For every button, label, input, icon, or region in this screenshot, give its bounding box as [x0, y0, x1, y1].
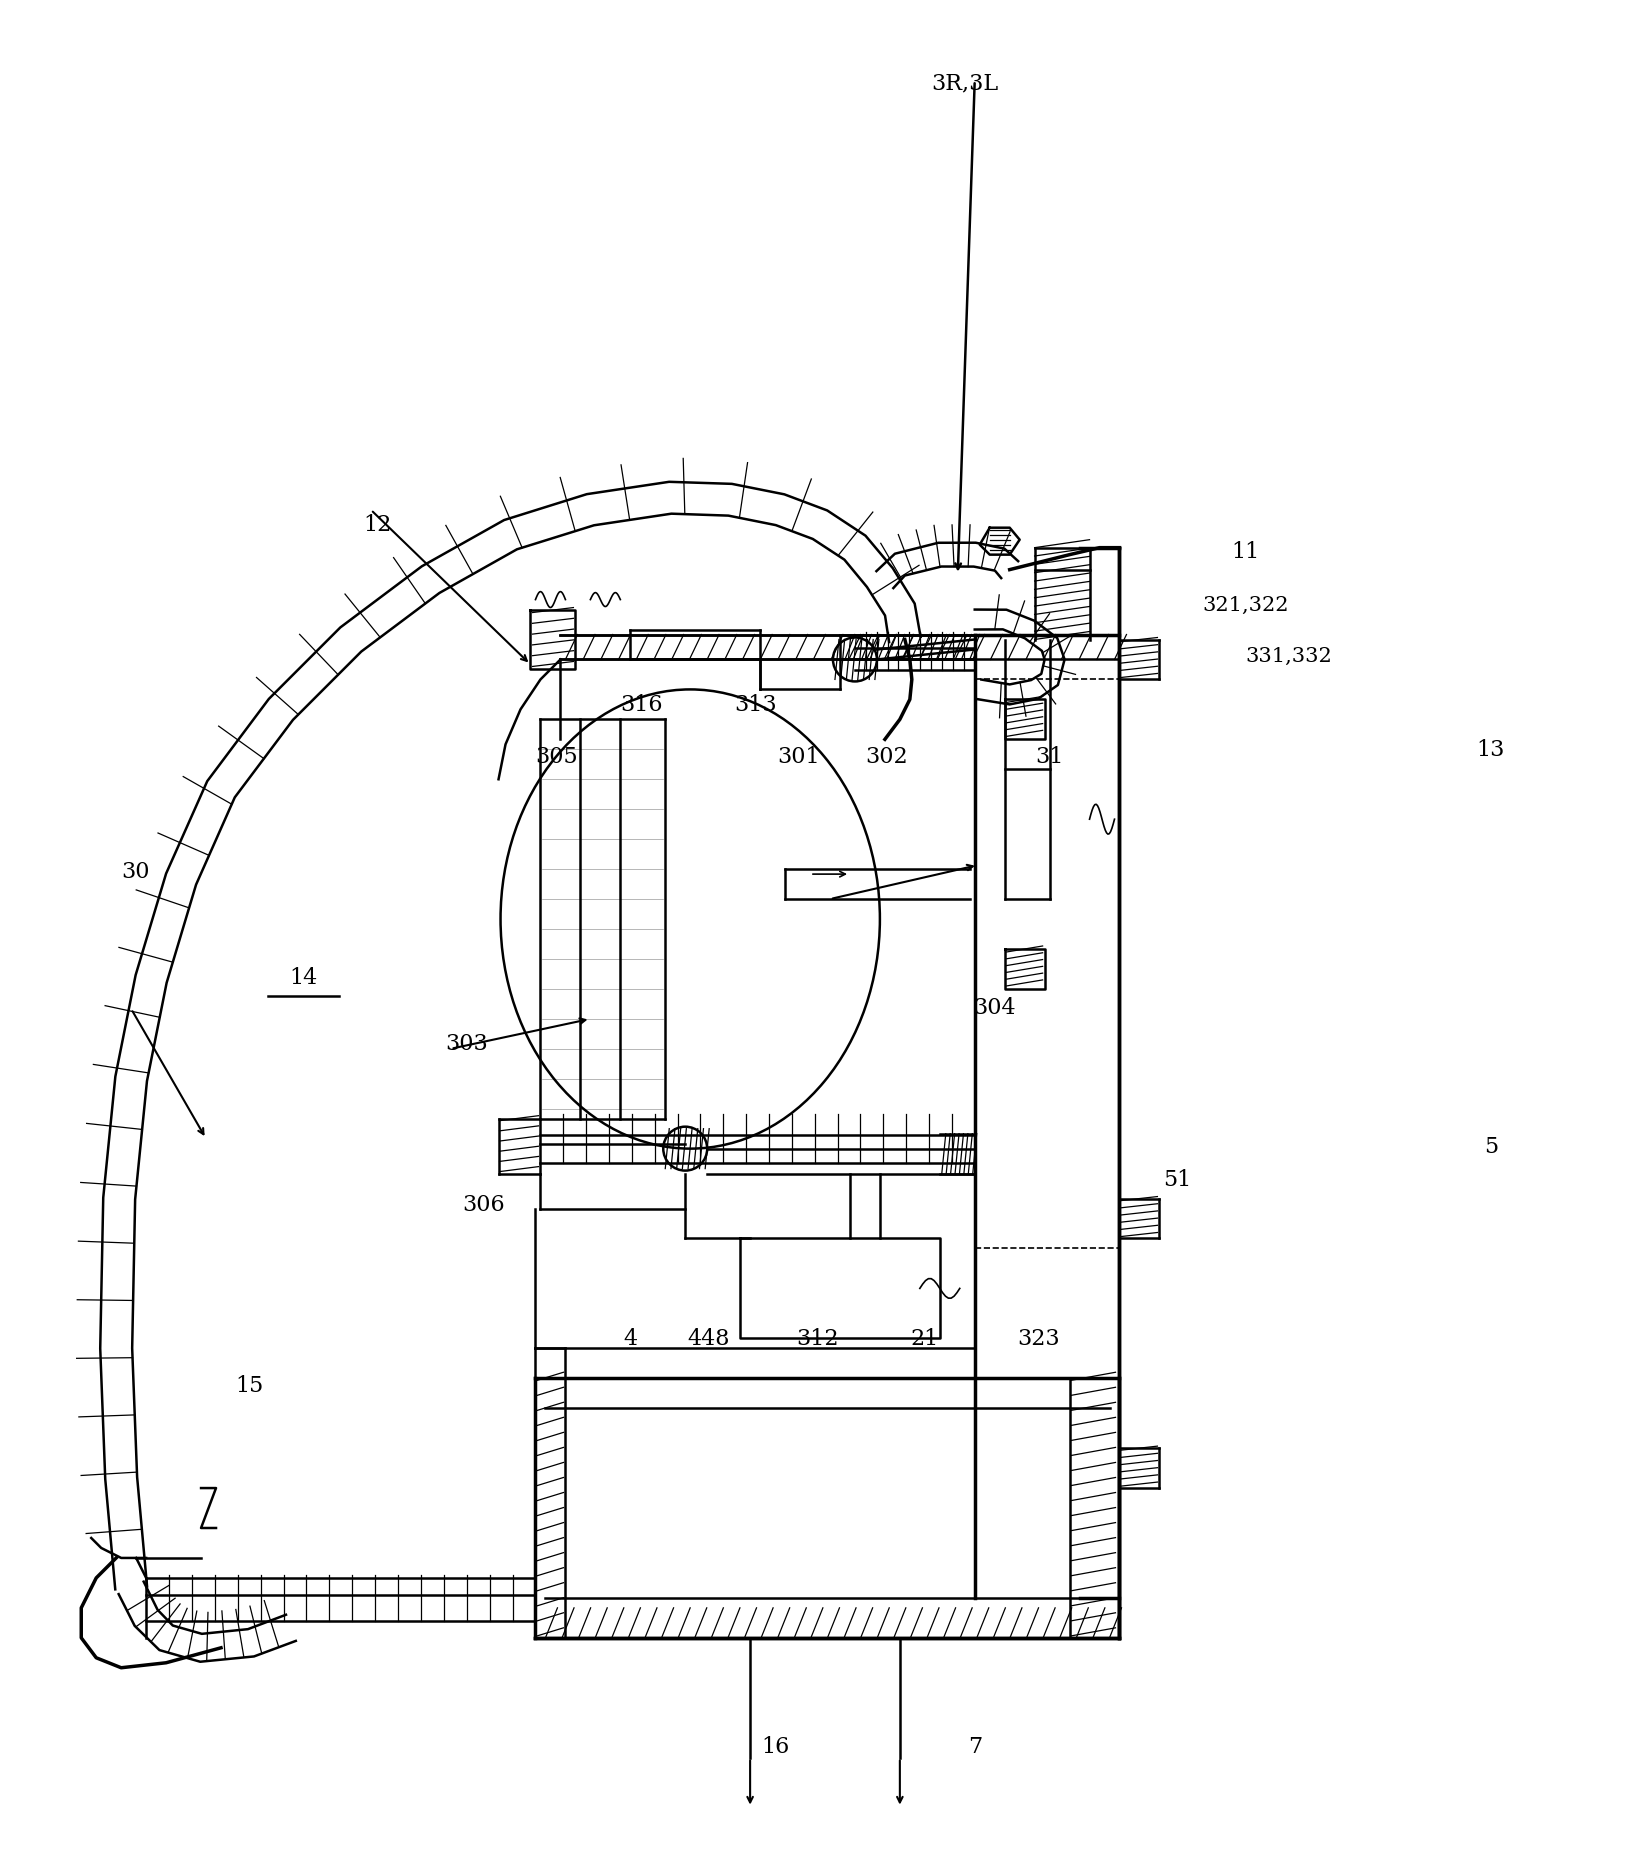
Text: 21: 21: [910, 1328, 939, 1350]
Text: 15: 15: [236, 1375, 263, 1395]
Text: 321,322: 321,322: [1202, 596, 1289, 614]
Text: 51: 51: [1163, 1169, 1191, 1191]
Text: 30: 30: [121, 860, 149, 882]
Text: 312: 312: [797, 1328, 839, 1350]
Text: 14: 14: [290, 966, 317, 989]
Text: 301: 301: [777, 745, 820, 768]
Text: 303: 303: [445, 1032, 488, 1054]
Text: 31: 31: [1036, 745, 1063, 768]
Text: 11: 11: [1232, 539, 1260, 562]
Text: 305: 305: [535, 745, 578, 768]
Text: 448: 448: [687, 1328, 730, 1350]
Text: 323: 323: [1018, 1328, 1060, 1350]
Text: 4: 4: [623, 1328, 638, 1350]
Text: 3R,3L: 3R,3L: [931, 73, 998, 96]
Text: 13: 13: [1477, 738, 1505, 760]
Text: 302: 302: [865, 745, 908, 768]
Text: 7: 7: [969, 1734, 982, 1757]
Text: 306: 306: [461, 1193, 504, 1216]
Text: 16: 16: [761, 1734, 790, 1757]
Text: 304: 304: [973, 996, 1016, 1019]
Text: 5: 5: [1484, 1135, 1499, 1158]
Text: 331,332: 331,332: [1245, 646, 1332, 665]
Text: 12: 12: [363, 515, 391, 536]
Text: 316: 316: [620, 693, 663, 715]
Text: 313: 313: [735, 693, 777, 715]
